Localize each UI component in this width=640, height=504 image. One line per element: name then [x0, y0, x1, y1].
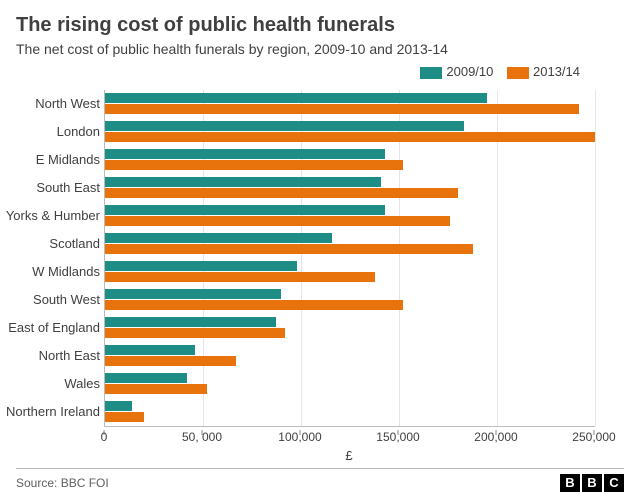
bar-a — [105, 289, 281, 299]
chart-title: The rising cost of public health funeral… — [16, 14, 624, 37]
bar-a — [105, 317, 276, 327]
category-label: Wales — [0, 370, 100, 398]
category-label: East of England — [0, 314, 100, 342]
x-tick-label: 0 — [101, 430, 108, 444]
bar-group — [105, 174, 595, 202]
bar-b — [105, 160, 403, 170]
source-text: Source: BBC FOI — [16, 476, 109, 490]
bar-a — [105, 205, 385, 215]
bar-group — [105, 342, 595, 370]
category-label: Northern Ireland — [0, 398, 100, 426]
bar-b — [105, 188, 458, 198]
bar-a — [105, 177, 381, 187]
legend-swatch-a — [420, 67, 442, 79]
logo-letter: C — [604, 474, 624, 492]
x-axis-ticks: 050, 000100,000150,000200,000250,000 — [104, 428, 594, 448]
bar-group — [105, 314, 595, 342]
bar-b — [105, 104, 579, 114]
category-label: South East — [0, 174, 100, 202]
x-tick-label: 250,000 — [572, 430, 615, 444]
legend-label-b: 2013/14 — [533, 64, 580, 79]
x-tick-label: 50, 000 — [182, 430, 222, 444]
x-axis-label: £ — [104, 448, 594, 463]
bar-group — [105, 90, 595, 118]
bar-group — [105, 286, 595, 314]
gridline — [595, 90, 596, 426]
bar-b — [105, 356, 236, 366]
bar-a — [105, 345, 195, 355]
bar-a — [105, 401, 132, 411]
bar-b — [105, 384, 207, 394]
bar-group — [105, 202, 595, 230]
bar-b — [105, 272, 375, 282]
x-tick-label: 100,000 — [278, 430, 321, 444]
bar-b — [105, 132, 595, 142]
bar-b — [105, 412, 144, 422]
footer-divider — [16, 468, 624, 469]
bar-group — [105, 258, 595, 286]
bar-group — [105, 370, 595, 398]
bar-a — [105, 121, 464, 131]
category-label: South West — [0, 286, 100, 314]
category-label: London — [0, 118, 100, 146]
category-label: North East — [0, 342, 100, 370]
chart-container: The rising cost of public health funeral… — [0, 0, 640, 504]
bbc-logo: B B C — [560, 474, 624, 492]
category-label: E Midlands — [0, 146, 100, 174]
bar-group — [105, 398, 595, 426]
category-label: Scotland — [0, 230, 100, 258]
logo-letter: B — [582, 474, 602, 492]
chart-subtitle: The net cost of public health funerals b… — [16, 41, 624, 57]
plot-area — [104, 90, 595, 427]
legend: 2009/10 2013/14 — [410, 64, 580, 79]
bar-a — [105, 93, 487, 103]
logo-letter: B — [560, 474, 580, 492]
bar-a — [105, 233, 332, 243]
bar-a — [105, 149, 385, 159]
bar-group — [105, 118, 595, 146]
category-label: W Midlands — [0, 258, 100, 286]
bar-b — [105, 244, 473, 254]
y-axis-labels: North WestLondonE MidlandsSouth EastYork… — [0, 90, 100, 426]
bar-b — [105, 300, 403, 310]
x-tick-label: 150,000 — [376, 430, 419, 444]
category-label: Yorks & Humber — [0, 202, 100, 230]
bar-group — [105, 146, 595, 174]
bar-a — [105, 261, 297, 271]
bar-b — [105, 328, 285, 338]
legend-swatch-b — [507, 67, 529, 79]
x-tick-label: 200,000 — [474, 430, 517, 444]
bar-group — [105, 230, 595, 258]
legend-label-a: 2009/10 — [446, 64, 493, 79]
category-label: North West — [0, 90, 100, 118]
bar-b — [105, 216, 450, 226]
bar-a — [105, 373, 187, 383]
